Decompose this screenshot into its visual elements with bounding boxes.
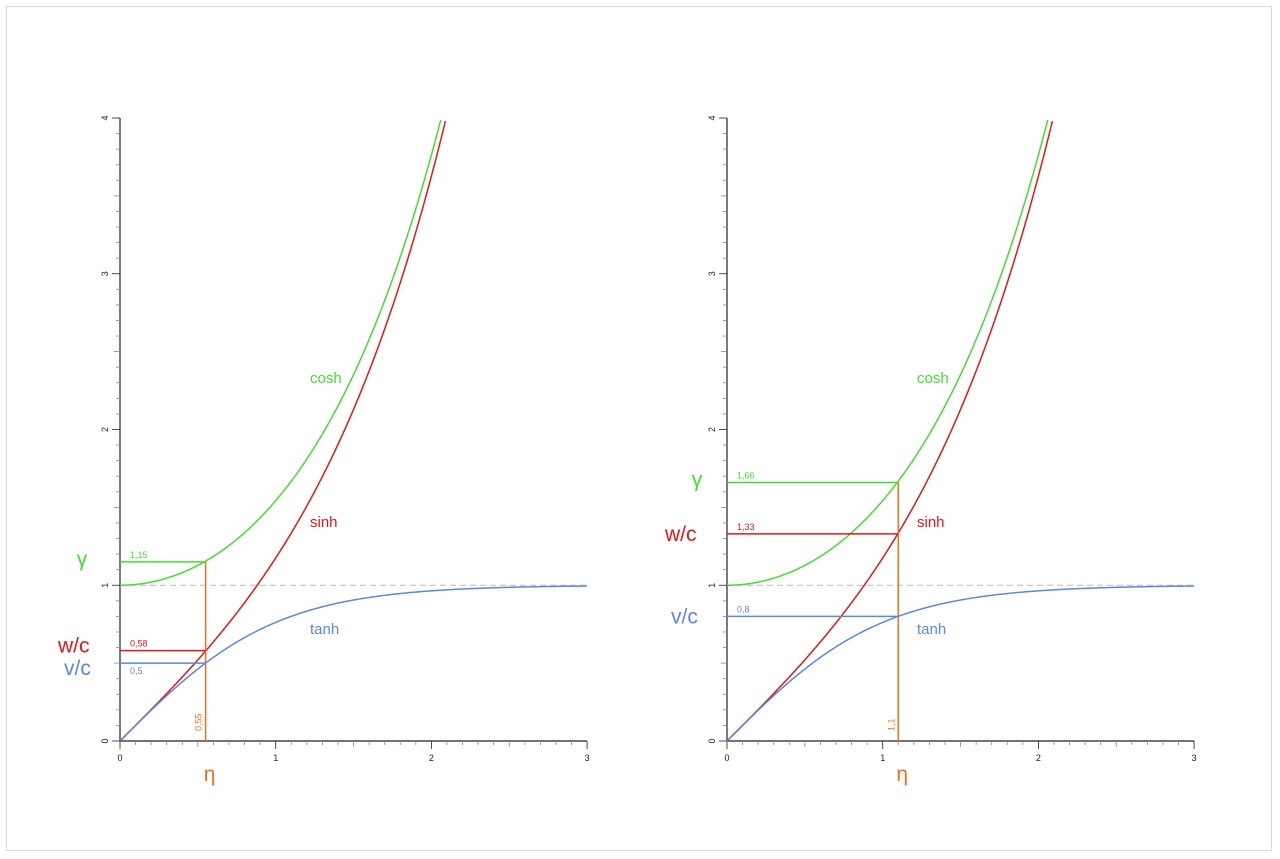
wc-symbol: w/c bbox=[57, 635, 90, 658]
gamma-symbol: γ bbox=[77, 548, 88, 571]
x-tick-label: 2 bbox=[429, 753, 434, 763]
x-tick-label: 1 bbox=[273, 753, 278, 763]
sinh-value-label: 0,58 bbox=[130, 639, 148, 649]
tanh-value-label: 0,8 bbox=[737, 604, 750, 614]
y-tick-label: 1 bbox=[707, 583, 717, 588]
chart-panel-2: 0 1 2 3 4 0 1 2 3 cosh sinh tanh 1,66 1,33 0,8 γ w/c v/c 1… bbox=[664, 115, 1197, 786]
x-tick-label: 1 bbox=[880, 753, 885, 763]
x-tick-label: 0 bbox=[724, 753, 729, 763]
y-tick-label: 1 bbox=[100, 583, 110, 588]
tanh-value-label: 0,5 bbox=[130, 666, 143, 676]
vc-symbol: v/c bbox=[64, 657, 91, 680]
figure-frame bbox=[6, 6, 1272, 851]
cosh-value-label: 1,15 bbox=[130, 550, 148, 560]
wc-symbol: w/c bbox=[664, 523, 697, 546]
y-tick-label: 4 bbox=[707, 115, 717, 120]
tanh-label: tanh bbox=[310, 621, 339, 638]
sinh-label: sinh bbox=[310, 514, 338, 531]
cosh-label: cosh bbox=[917, 370, 949, 387]
sinh-curve bbox=[726, 120, 1054, 742]
eta-value-label: 1,1 bbox=[886, 718, 896, 731]
y-tick-label: 0 bbox=[707, 738, 717, 743]
y-tick-label: 3 bbox=[100, 271, 110, 276]
y-tick-label: 2 bbox=[707, 427, 717, 432]
cosh-curve bbox=[120, 119, 442, 586]
x-tick-label: 3 bbox=[585, 753, 590, 763]
eta-axis-label: η bbox=[204, 763, 216, 786]
chart-panel-1: 0 1 2 3 4 0 1 2 3 cosh sinh tanh 1,15 0,58 0,5 γ w/cv/c 0… bbox=[57, 115, 590, 786]
sinh-label: sinh bbox=[917, 514, 945, 531]
cosh-curve bbox=[727, 119, 1049, 586]
gamma-symbol: γ bbox=[692, 468, 703, 491]
y-tick-label: 0 bbox=[100, 738, 110, 743]
sinh-value-label: 1,33 bbox=[737, 522, 755, 532]
eta-value-label: 0,55 bbox=[194, 713, 204, 731]
tanh-curve bbox=[726, 585, 1195, 742]
x-tick-label: 2 bbox=[1036, 753, 1041, 763]
sinh-curve bbox=[119, 120, 447, 742]
eta-axis-label: η bbox=[896, 763, 908, 786]
cosh-label: cosh bbox=[310, 370, 342, 387]
y-tick-label: 2 bbox=[100, 427, 110, 432]
vc-symbol: v/c bbox=[671, 605, 698, 628]
cosh-value-label: 1,66 bbox=[737, 470, 755, 480]
x-tick-label: 0 bbox=[117, 753, 122, 763]
y-tick-label: 3 bbox=[707, 271, 717, 276]
y-tick-label: 4 bbox=[100, 115, 110, 120]
tanh-curve bbox=[119, 585, 588, 742]
tanh-label: tanh bbox=[917, 621, 946, 638]
x-tick-label: 3 bbox=[1192, 753, 1197, 763]
